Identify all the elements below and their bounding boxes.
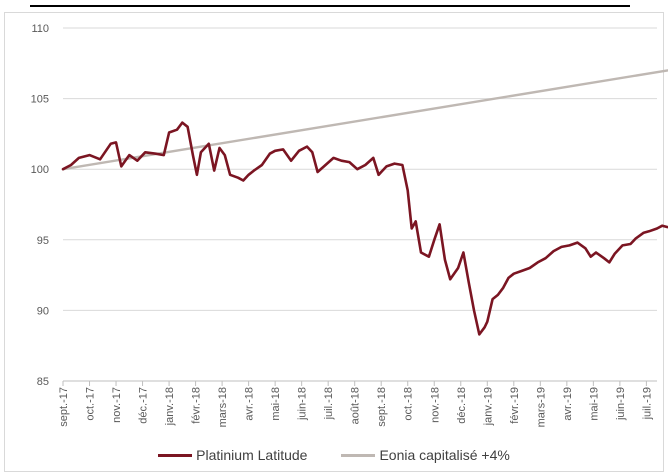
- x-tick-label-10: juil.-18: [323, 387, 335, 420]
- x-tick-label-6: mars-18: [217, 387, 229, 427]
- y-tick-label-85: 85: [37, 376, 49, 388]
- y-axis-ticks: 85 90 95 100 105 110: [31, 23, 49, 388]
- legend: Platinium Latitude Eonia capitalisé +4%: [0, 447, 668, 463]
- x-tick-label-17: févr.-19: [509, 387, 521, 424]
- x-tick-label-20: mai-19: [588, 387, 600, 421]
- x-tick-label-3: déc.-17: [138, 387, 150, 424]
- x-tick-label-9: juin-18: [297, 387, 309, 421]
- x-axis: sept.-17 oct.-17 nov.-17 déc.-17 janv.-18 fév…: [58, 380, 657, 427]
- gridlines: [63, 27, 657, 382]
- x-tick-label-4: janv.-18: [164, 387, 176, 426]
- x-tick-label-13: oct.-18: [403, 387, 415, 421]
- y-tick-label-95: 95: [37, 235, 49, 247]
- x-tick-label-1: oct.-17: [85, 387, 97, 421]
- x-tick-label-16: janv.-19: [482, 387, 494, 426]
- x-tick-label-15: déc.-18: [456, 387, 468, 424]
- series-line-0: [61, 121, 668, 336]
- series-lines: [61, 69, 668, 336]
- legend-swatch-eonia: [341, 453, 376, 457]
- x-tick-label-18: mars-19: [535, 387, 547, 427]
- legend-swatch-platinium: [158, 453, 193, 457]
- legend-item-platinium: Platinium Latitude: [158, 447, 307, 463]
- x-tick-label-5: févr.-18: [191, 387, 203, 424]
- x-tick-label-0: sept.-17: [58, 387, 70, 427]
- y-tick-label-110: 110: [31, 23, 49, 35]
- x-tick-label-19: avr.-19: [562, 387, 574, 421]
- chart-frame: [4, 12, 664, 472]
- x-tick-label-11: août-18: [350, 387, 362, 424]
- legend-label-platinium: Platinium Latitude: [196, 447, 308, 463]
- y-tick-label-90: 90: [37, 305, 49, 317]
- legend-item-eonia: Eonia capitalisé +4%: [341, 447, 510, 463]
- x-tick-label-14: nov.-18: [429, 387, 441, 423]
- x-tick-label-2: nov.-17: [111, 387, 123, 423]
- y-tick-label-100: 100: [31, 164, 49, 176]
- x-tick-label-21: juin-19: [615, 387, 627, 421]
- x-tick-label-12: sept.-18: [376, 387, 388, 427]
- legend-label-eonia: Eonia capitalisé +4%: [379, 447, 510, 463]
- header-rule: [30, 5, 630, 7]
- y-tick-label-105: 105: [31, 94, 49, 106]
- x-tick-label-8: mai-18: [270, 387, 282, 421]
- x-tick-label-22: juil.-19: [641, 387, 653, 420]
- x-tick-label-7: avr.-18: [244, 387, 256, 421]
